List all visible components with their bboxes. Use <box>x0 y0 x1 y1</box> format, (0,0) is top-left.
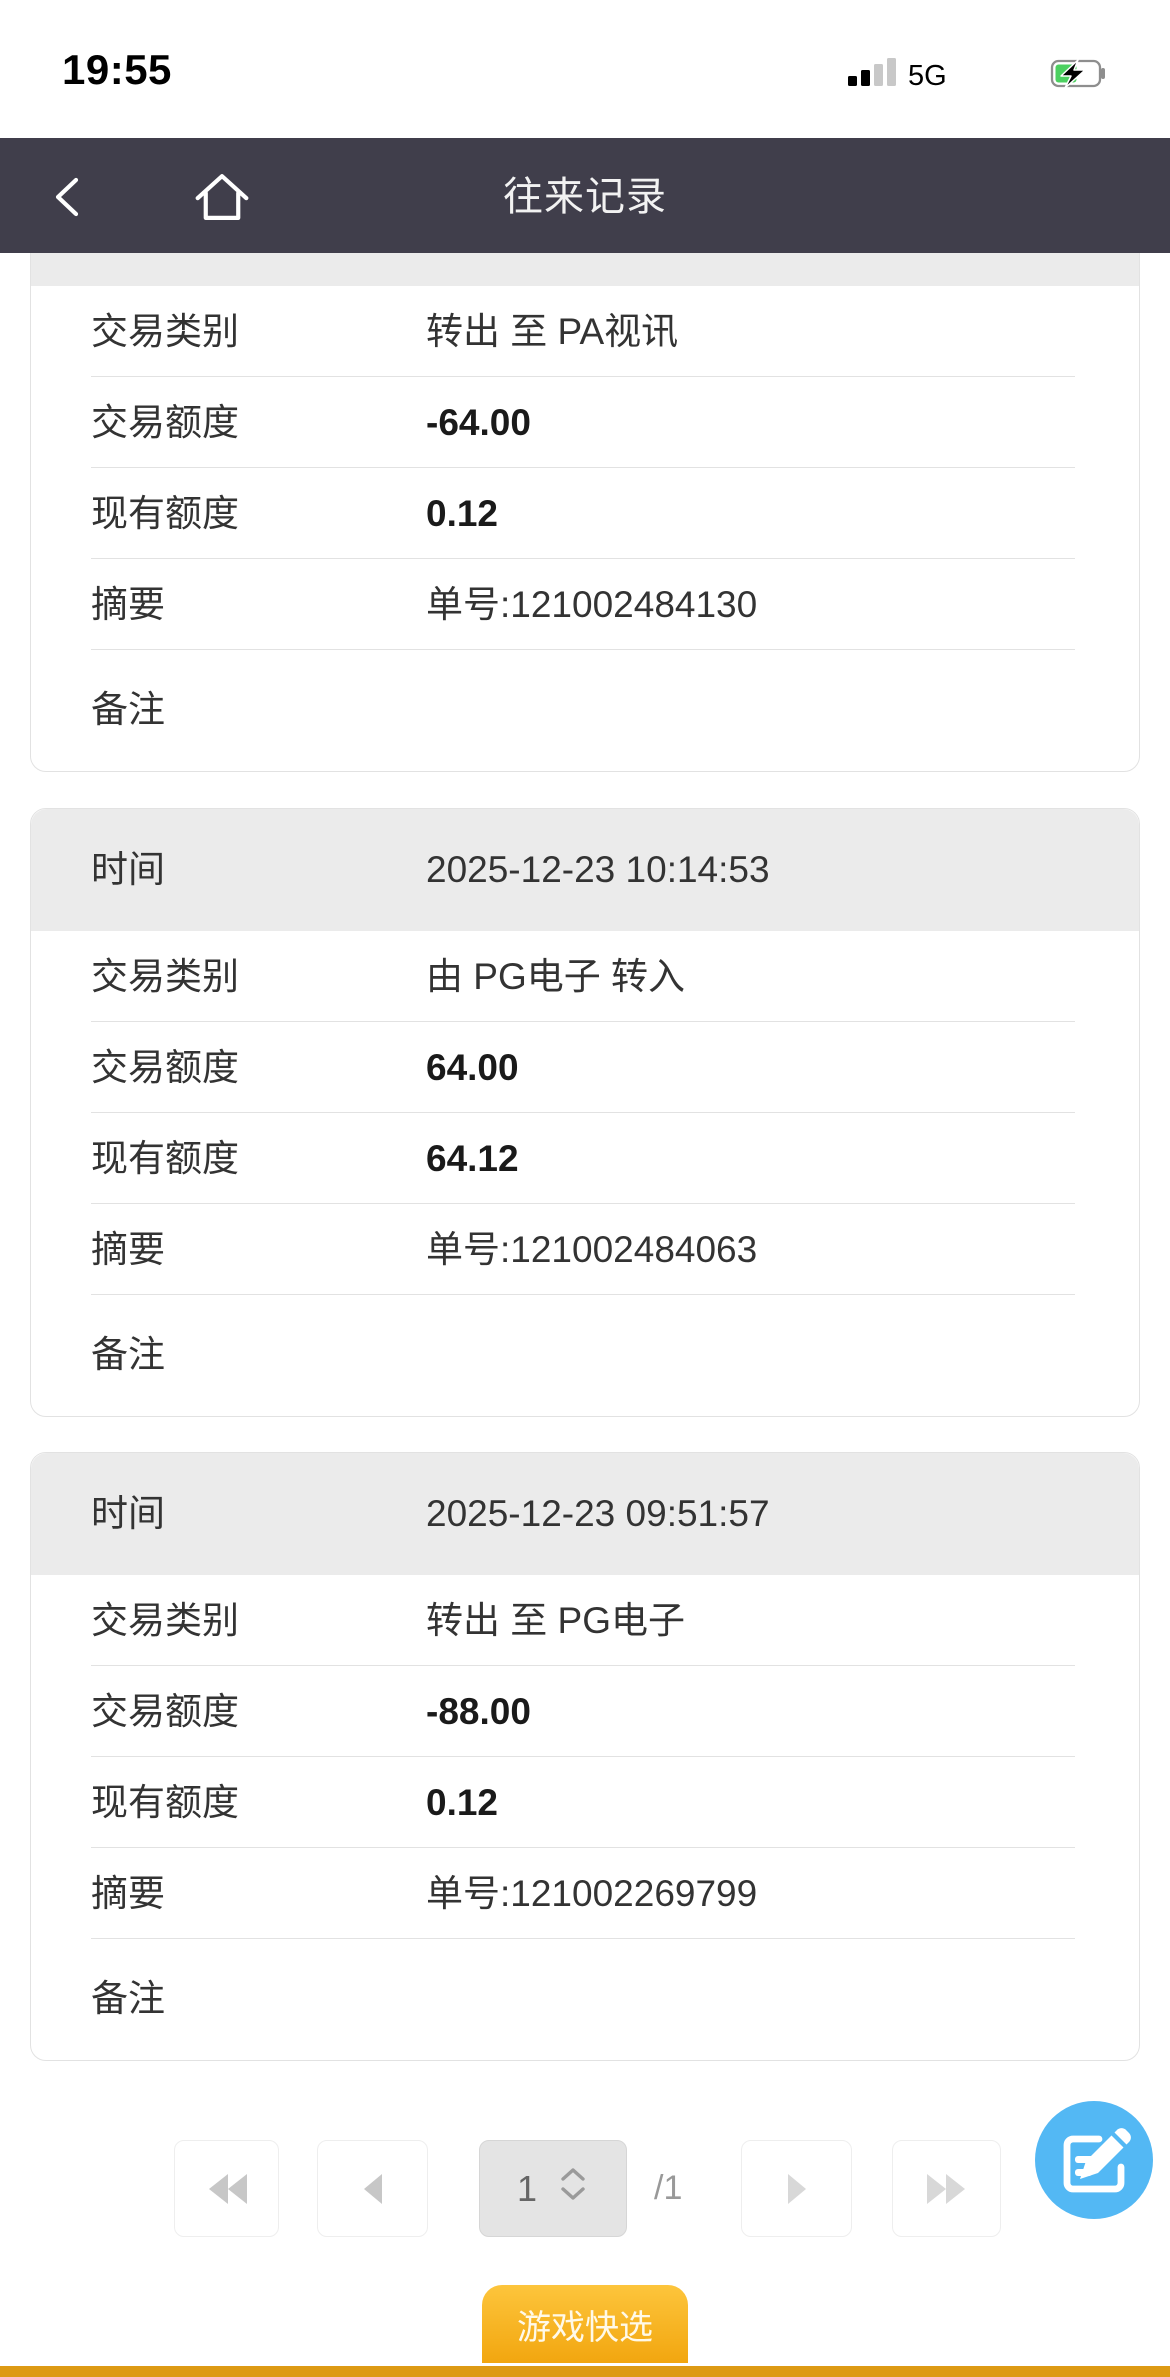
svg-text:5G: 5G <box>908 60 947 92</box>
